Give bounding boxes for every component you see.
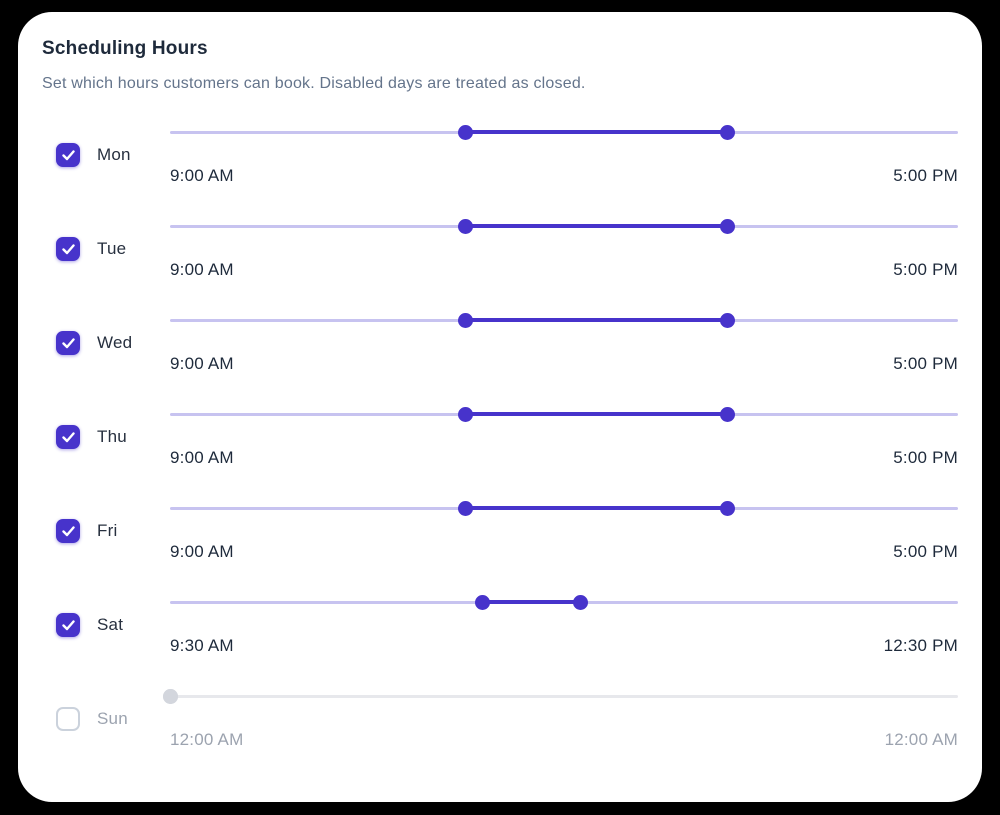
slider-handle-start[interactable]: [458, 218, 473, 234]
time-range-slider[interactable]: [170, 218, 958, 234]
day-label: Fri: [97, 521, 118, 540]
slider-handle-start[interactable]: [458, 500, 473, 516]
page-title: Scheduling Hours: [42, 38, 208, 59]
time-labels: 12:00 AM 12:00 AM: [170, 730, 958, 750]
start-time-label: 9:30 AM: [170, 636, 234, 655]
day-checkbox[interactable]: [56, 331, 80, 355]
day-toggle: Thu: [42, 425, 170, 449]
slider-range: [482, 600, 581, 604]
slider-handle-end[interactable]: [720, 312, 736, 328]
day-toggle: Tue: [42, 237, 170, 261]
slider-handle-end[interactable]: [162, 688, 178, 704]
check-icon: [61, 619, 75, 630]
day-rows: Mon 9:00 AM 5:00 PM Tue: [42, 124, 958, 750]
day-toggle: Mon: [42, 143, 170, 167]
day-row: Wed 9:00 AM 5:00 PM: [42, 312, 958, 374]
slider-handle-end[interactable]: [720, 124, 736, 140]
day-checkbox[interactable]: [56, 237, 80, 261]
slider-area: 9:00 AM 5:00 PM: [170, 406, 958, 468]
time-range-slider[interactable]: [170, 312, 958, 328]
time-range-slider[interactable]: [170, 594, 958, 610]
day-label: Wed: [97, 333, 133, 352]
end-time-label: 5:00 PM: [893, 448, 958, 467]
slider-range: [465, 224, 728, 228]
slider-area: 9:00 AM 5:00 PM: [170, 500, 958, 562]
time-labels: 9:00 AM 5:00 PM: [170, 448, 958, 468]
start-time-label: 9:00 AM: [170, 448, 234, 467]
day-label: Tue: [97, 239, 127, 258]
day-toggle: Sun: [42, 707, 170, 731]
day-checkbox[interactable]: [56, 143, 80, 167]
check-icon: [61, 525, 75, 536]
time-labels: 9:00 AM 5:00 PM: [170, 354, 958, 374]
slider-handle-start[interactable]: [458, 124, 473, 140]
slider-area: 9:00 AM 5:00 PM: [170, 124, 958, 186]
slider-handle-end[interactable]: [720, 500, 736, 516]
day-checkbox[interactable]: [56, 425, 80, 449]
time-labels: 9:00 AM 5:00 PM: [170, 542, 958, 562]
start-time-label: 9:00 AM: [170, 354, 234, 373]
day-row: Fri 9:00 AM 5:00 PM: [42, 500, 958, 562]
day-label: Sat: [97, 615, 124, 634]
slider-handle-start[interactable]: [458, 406, 473, 422]
time-labels: 9:30 AM 12:30 PM: [170, 636, 958, 656]
day-checkbox[interactable]: [56, 707, 80, 731]
day-label: Mon: [97, 145, 131, 164]
end-time-label: 5:00 PM: [893, 166, 958, 185]
slider-handle-end[interactable]: [720, 406, 736, 422]
end-time-label: 5:00 PM: [893, 542, 958, 561]
time-range-slider[interactable]: [170, 500, 958, 516]
day-label: Thu: [97, 427, 127, 446]
scheduling-hours-card: Scheduling Hours Set which hours custome…: [18, 12, 982, 802]
day-toggle: Wed: [42, 331, 170, 355]
slider-area: 12:00 AM 12:00 AM: [162, 688, 958, 750]
slider-area: 9:00 AM 5:00 PM: [170, 312, 958, 374]
slider-track[interactable]: [170, 694, 958, 698]
slider-handle-start[interactable]: [458, 312, 473, 328]
start-time-label: 9:00 AM: [170, 542, 234, 561]
day-toggle: Fri: [42, 519, 170, 543]
end-time-label: 5:00 PM: [893, 260, 958, 279]
slider-range: [465, 506, 728, 510]
day-row: Mon 9:00 AM 5:00 PM: [42, 124, 958, 186]
check-icon: [61, 431, 75, 442]
slider-area: 9:30 AM 12:30 PM: [170, 594, 958, 656]
day-checkbox[interactable]: [56, 519, 80, 543]
day-row: Sun 12:00 AM 12:00 AM: [42, 688, 958, 750]
page-subtitle: Set which hours customers can book. Disa…: [42, 75, 586, 92]
start-time-label: 9:00 AM: [170, 166, 234, 185]
day-label: Sun: [97, 709, 128, 728]
check-icon: [61, 149, 75, 160]
start-time-label: 9:00 AM: [170, 260, 234, 279]
day-row: Tue 9:00 AM 5:00 PM: [42, 218, 958, 280]
day-row: Sat 9:30 AM 12:30 PM: [42, 594, 958, 656]
slider-range: [465, 130, 728, 134]
check-icon: [61, 243, 75, 254]
time-range-slider[interactable]: [170, 124, 958, 140]
time-labels: 9:00 AM 5:00 PM: [170, 166, 958, 186]
start-time-label: 12:00 AM: [170, 730, 244, 749]
time-labels: 9:00 AM 5:00 PM: [170, 260, 958, 280]
check-icon: [61, 337, 75, 348]
slider-range: [465, 412, 728, 416]
time-range-slider[interactable]: [170, 406, 958, 422]
time-range-slider[interactable]: [162, 688, 958, 704]
slider-range: [465, 318, 728, 322]
day-toggle: Sat: [42, 613, 170, 637]
slider-handle-end[interactable]: [720, 218, 736, 234]
slider-area: 9:00 AM 5:00 PM: [170, 218, 958, 280]
day-checkbox[interactable]: [56, 613, 80, 637]
day-row: Thu 9:00 AM 5:00 PM: [42, 406, 958, 468]
end-time-label: 12:00 AM: [884, 730, 958, 749]
slider-handle-end[interactable]: [573, 594, 589, 610]
end-time-label: 5:00 PM: [893, 354, 958, 373]
slider-handle-start[interactable]: [474, 594, 490, 610]
end-time-label: 12:30 PM: [883, 636, 958, 655]
